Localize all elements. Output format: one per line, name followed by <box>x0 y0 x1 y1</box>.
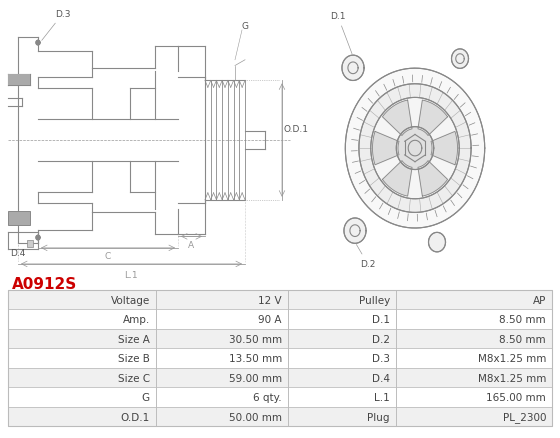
Polygon shape <box>382 161 412 197</box>
Bar <box>288 388 396 407</box>
Polygon shape <box>342 56 364 81</box>
Text: Voltage: Voltage <box>111 295 150 305</box>
Bar <box>8 388 156 407</box>
Text: Pulley: Pulley <box>359 295 390 305</box>
Bar <box>8 310 156 329</box>
Text: Size A: Size A <box>118 334 150 344</box>
Polygon shape <box>36 41 40 46</box>
Bar <box>8 329 156 349</box>
Text: G: G <box>241 21 249 31</box>
Text: D.1: D.1 <box>372 314 390 325</box>
Bar <box>288 349 396 368</box>
Text: D.4: D.4 <box>10 248 25 257</box>
Text: 8.50 mm: 8.50 mm <box>500 314 546 325</box>
Bar <box>396 349 552 368</box>
Text: AP: AP <box>533 295 546 305</box>
Text: 12 V: 12 V <box>258 295 282 305</box>
Text: PL_2300: PL_2300 <box>502 411 546 422</box>
Text: D.4: D.4 <box>372 373 390 383</box>
Text: D.2: D.2 <box>372 334 390 344</box>
Bar <box>8 290 156 310</box>
Text: Plug: Plug <box>367 412 390 422</box>
Text: Size B: Size B <box>118 353 150 364</box>
Bar <box>156 407 288 427</box>
Bar <box>8 368 156 388</box>
Bar <box>396 329 552 349</box>
Text: A0912S: A0912S <box>12 276 77 291</box>
Bar <box>288 310 396 329</box>
Polygon shape <box>346 69 485 229</box>
Text: Amp.: Amp. <box>123 314 150 325</box>
Text: L.1: L.1 <box>374 392 390 403</box>
Polygon shape <box>344 219 366 244</box>
Text: O.D.1: O.D.1 <box>284 125 309 134</box>
Bar <box>396 388 552 407</box>
Text: D.3: D.3 <box>372 353 390 364</box>
Text: D.1: D.1 <box>330 12 352 55</box>
Bar <box>8 74 30 86</box>
Bar <box>396 407 552 427</box>
Bar <box>8 349 156 368</box>
Text: 165.00 mm: 165.00 mm <box>486 392 546 403</box>
Bar <box>288 368 396 388</box>
Text: M8x1.25 mm: M8x1.25 mm <box>478 373 546 383</box>
Text: D.2: D.2 <box>356 245 375 268</box>
Text: 6 qty.: 6 qty. <box>253 392 282 403</box>
Text: 30.50 mm: 30.50 mm <box>229 334 282 344</box>
Text: 13.50 mm: 13.50 mm <box>228 353 282 364</box>
Text: 90 A: 90 A <box>259 314 282 325</box>
Bar <box>156 310 288 329</box>
Polygon shape <box>359 85 471 213</box>
Bar <box>8 290 552 427</box>
Text: O.D.1: O.D.1 <box>121 412 150 422</box>
Polygon shape <box>451 50 469 69</box>
Bar <box>156 388 288 407</box>
Bar <box>156 349 288 368</box>
Bar <box>156 290 288 310</box>
Bar <box>8 407 156 427</box>
Bar <box>396 310 552 329</box>
Bar <box>27 240 33 247</box>
Bar <box>156 329 288 349</box>
Bar <box>396 290 552 310</box>
Text: Size C: Size C <box>118 373 150 383</box>
Polygon shape <box>428 233 446 252</box>
Text: L.1: L.1 <box>124 270 138 279</box>
Bar <box>288 329 396 349</box>
Polygon shape <box>372 132 399 166</box>
Polygon shape <box>418 101 447 136</box>
Bar <box>156 368 288 388</box>
Text: 59.00 mm: 59.00 mm <box>229 373 282 383</box>
Text: A: A <box>188 240 194 249</box>
Polygon shape <box>36 236 40 240</box>
Bar <box>396 368 552 388</box>
Polygon shape <box>371 98 459 199</box>
Text: G: G <box>142 392 150 403</box>
Text: D.3: D.3 <box>41 10 71 41</box>
Polygon shape <box>396 127 433 170</box>
Text: C: C <box>105 252 111 261</box>
Bar <box>288 290 396 310</box>
Polygon shape <box>418 161 447 197</box>
Text: 8.50 mm: 8.50 mm <box>500 334 546 344</box>
Polygon shape <box>382 101 412 136</box>
Polygon shape <box>431 132 458 166</box>
Text: 50.00 mm: 50.00 mm <box>229 412 282 422</box>
Bar <box>288 407 396 427</box>
Bar <box>8 212 30 226</box>
Text: M8x1.25 mm: M8x1.25 mm <box>478 353 546 364</box>
